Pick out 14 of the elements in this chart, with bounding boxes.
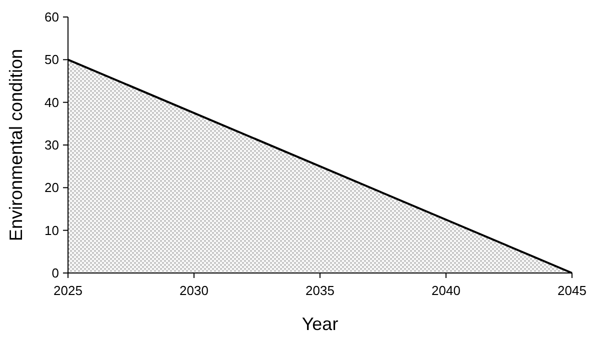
- y-axis-title: Environmental condition: [6, 48, 26, 242]
- x-tick-label: 2025: [54, 283, 82, 298]
- x-axis-title: Year: [302, 314, 338, 334]
- y-tick-label: 30: [44, 138, 59, 153]
- x-tick-label: 2035: [306, 283, 334, 298]
- y-tick-label: 0: [52, 266, 59, 281]
- y-tick-label: 50: [44, 52, 59, 68]
- x-tick-label: 2030: [180, 283, 208, 298]
- y-tick-label: 20: [44, 180, 59, 196]
- y-tick-label: 10: [44, 222, 59, 238]
- y-tick-label: 40: [44, 94, 59, 110]
- y-tick-label: 60: [44, 10, 59, 25]
- x-tick-label: 2045: [558, 283, 586, 298]
- x-tick-label: 2040: [432, 283, 460, 298]
